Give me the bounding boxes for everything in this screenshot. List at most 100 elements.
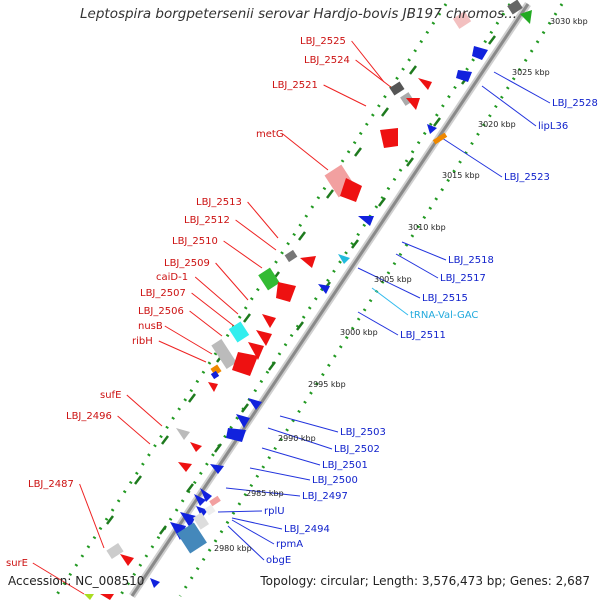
leader-line <box>279 415 339 433</box>
leader-line <box>371 287 409 316</box>
gene-label-lbj-2515: LBJ_2515 <box>422 293 468 304</box>
gene-feature <box>84 594 94 600</box>
gene-feature <box>232 352 258 376</box>
leader-line <box>401 241 447 261</box>
leader-line <box>355 59 393 89</box>
tick-mark <box>298 231 306 241</box>
gene-feature <box>170 522 186 540</box>
gene-label-lbj-2500: LBJ_2500 <box>312 475 358 486</box>
leader-line <box>126 394 163 427</box>
gene-label-lbj-2513: LBJ_2513 <box>196 197 242 208</box>
tick-mark <box>159 525 167 535</box>
leader-line <box>79 483 105 549</box>
gene-feature <box>432 132 448 145</box>
tick-mark <box>326 189 334 199</box>
gene-feature <box>472 46 488 60</box>
kbp-label: 2990 kbp <box>278 434 316 443</box>
leader-line <box>227 525 265 561</box>
gene-feature <box>256 330 272 346</box>
gene-feature <box>248 398 262 410</box>
leader-line <box>357 267 421 299</box>
tick-mark <box>243 313 251 323</box>
gene-label-lbj-2497: LBJ_2497 <box>302 491 348 502</box>
tick-mark <box>406 157 414 167</box>
tick-mark <box>354 147 362 157</box>
gene-label-sufe: sufE <box>100 390 121 401</box>
gene-feature <box>210 370 220 380</box>
tick-mark <box>186 483 194 493</box>
gene-label-lbj-2496: LBJ_2496 <box>66 411 112 422</box>
leader-line <box>395 253 439 279</box>
tick-mark <box>106 515 114 525</box>
dotted-track-3 <box>178 3 564 597</box>
gene-label-lbj-2524: LBJ_2524 <box>304 55 350 66</box>
gene-feature <box>208 382 218 392</box>
tick-mark <box>268 361 276 371</box>
leader-line <box>351 40 385 83</box>
gene-label-lbj-2521: LBJ_2521 <box>272 80 318 91</box>
tick-mark <box>433 117 441 127</box>
gene-feature <box>507 0 523 15</box>
leader-line <box>194 276 239 315</box>
leader-line <box>164 325 213 355</box>
gene-label-lbj-2507: LBJ_2507 <box>140 288 186 299</box>
leader-line <box>231 519 275 545</box>
gene-feature <box>520 10 532 24</box>
leader-line <box>225 487 301 497</box>
gene-label-lbj-2506: LBJ_2506 <box>138 306 184 317</box>
gene-label-rpma: rpmA <box>276 539 303 550</box>
gene-feature <box>236 414 250 428</box>
gene-label-sure: surE <box>6 558 28 569</box>
kbp-label: 3005 kbp <box>374 275 412 284</box>
gene-feature <box>211 338 237 370</box>
gene-label-rplu: rplU <box>264 506 285 517</box>
gene-feature <box>258 267 280 291</box>
gene-label-lbj-2494: LBJ_2494 <box>284 524 330 535</box>
gene-feature <box>106 542 124 560</box>
gene-feature <box>210 464 224 474</box>
kbp-label: 2995 kbp <box>308 380 346 389</box>
gene-label-lbj-2528: LBJ_2528 <box>552 98 598 109</box>
leader-line <box>158 340 207 363</box>
label-leader-lines <box>32 40 551 595</box>
leader-line <box>282 133 329 171</box>
kbp-label: 2980 kbp <box>214 544 252 553</box>
gene-label-trna-val-gac: tRNA-Val-GAC <box>410 310 478 321</box>
leader-line <box>191 292 235 327</box>
gene-feature <box>338 254 350 264</box>
accession-text: Accession: NC_008510 <box>8 574 145 588</box>
gene-label-lbj-2511: LBJ_2511 <box>400 330 446 341</box>
gene-label-lbj-2502: LBJ_2502 <box>334 444 380 455</box>
gene-feature <box>358 216 374 226</box>
leader-line <box>235 219 277 251</box>
gene-feature <box>380 128 398 148</box>
gene-label-lbj-2512: LBJ_2512 <box>184 215 230 226</box>
gene-labels: LBJ_2525 LBJ_2524 LBJ_2521 metG LBJ_2513 LBJ_… <box>6 36 598 569</box>
gene-label-lbj-2510: LBJ_2510 <box>172 236 218 247</box>
kbp-label: 3025 kbp <box>512 68 550 77</box>
gene-feature <box>452 11 472 29</box>
gene-feature <box>248 342 264 360</box>
gene-features <box>84 0 532 600</box>
gene-feature <box>406 98 420 110</box>
gene-label-lbj-2518: LBJ_2518 <box>448 255 494 266</box>
leader-line <box>117 415 151 445</box>
dotted-tracks <box>54 3 564 597</box>
kbp-label: 2985 kbp <box>246 489 284 498</box>
leader-line <box>357 311 399 336</box>
gene-label-lbj-2509: LBJ_2509 <box>164 258 210 269</box>
gene-feature <box>226 428 246 442</box>
leader-line <box>493 71 551 104</box>
leader-line <box>215 262 249 301</box>
gene-label-lbj-2503: LBJ_2503 <box>340 427 386 438</box>
gene-feature <box>300 256 316 268</box>
gene-label-lipl36: lipL36 <box>538 121 568 132</box>
leader-line <box>267 427 333 450</box>
tick-mark <box>188 393 196 403</box>
gene-feature <box>340 178 362 202</box>
gene-feature <box>100 594 114 600</box>
map-title: Leptospira borgpetersenii serovar Hardjo… <box>80 6 518 22</box>
tick-mark <box>134 475 142 485</box>
gene-label-caid-1: caiD-1 <box>156 272 188 283</box>
tick-mark <box>351 239 359 249</box>
